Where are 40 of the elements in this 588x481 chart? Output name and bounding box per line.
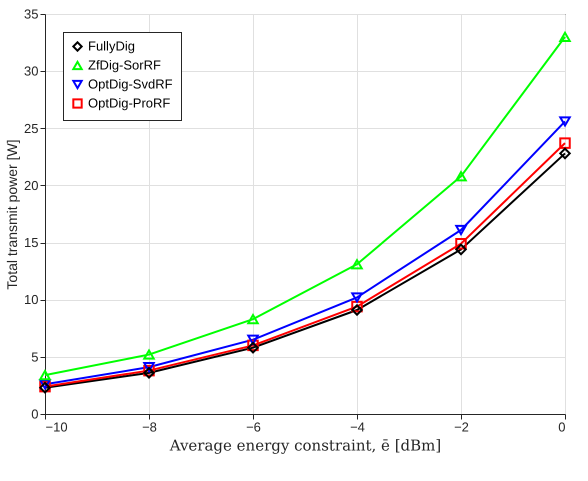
- y-tick-label: 0: [31, 406, 38, 422]
- point: [39, 379, 51, 390]
- point: [247, 314, 259, 324]
- point: [559, 148, 571, 160]
- x-tick-label: −6: [246, 420, 261, 434]
- y-tick-label: 10: [24, 292, 38, 308]
- y-tick-label: 5: [31, 349, 38, 364]
- legend-label: OptDig-ProRF: [88, 96, 170, 110]
- x-axis-title: Average energy constraint, ē [dBm]: [168, 436, 442, 454]
- y-axis-title: Total transmit power [W]: [4, 139, 20, 290]
- point: [247, 334, 259, 345]
- point: [143, 367, 155, 379]
- point: [559, 116, 571, 127]
- legend-label: FullyDig: [88, 38, 135, 54]
- point: [455, 238, 467, 250]
- point: [39, 370, 51, 380]
- point: [143, 364, 155, 376]
- legend-label: ZfDig-SorRF: [88, 58, 162, 72]
- point: [143, 349, 155, 360]
- point: [455, 244, 467, 256]
- point: [351, 300, 363, 312]
- x-tick-label: −2: [454, 420, 469, 434]
- x-tick-label: −4: [350, 420, 365, 434]
- point: [143, 362, 155, 372]
- y-tick-label: 25: [24, 120, 38, 136]
- point: [351, 292, 363, 303]
- y-tick-label: 20: [24, 178, 38, 193]
- legend-label: OptDig-SvdRF: [88, 76, 173, 92]
- point: [351, 259, 363, 270]
- x-tick-label: 0: [558, 420, 566, 434]
- y-tick-label: 35: [24, 6, 38, 22]
- point: [559, 32, 571, 42]
- point: [559, 137, 571, 149]
- point: [455, 224, 467, 236]
- y-tick-label: 15: [24, 235, 38, 250]
- point: [351, 304, 363, 316]
- point: [455, 171, 467, 182]
- x-tick-label: −8: [142, 420, 157, 434]
- x-tick-label: −10: [46, 420, 68, 434]
- y-tick-label: 30: [24, 64, 38, 79]
